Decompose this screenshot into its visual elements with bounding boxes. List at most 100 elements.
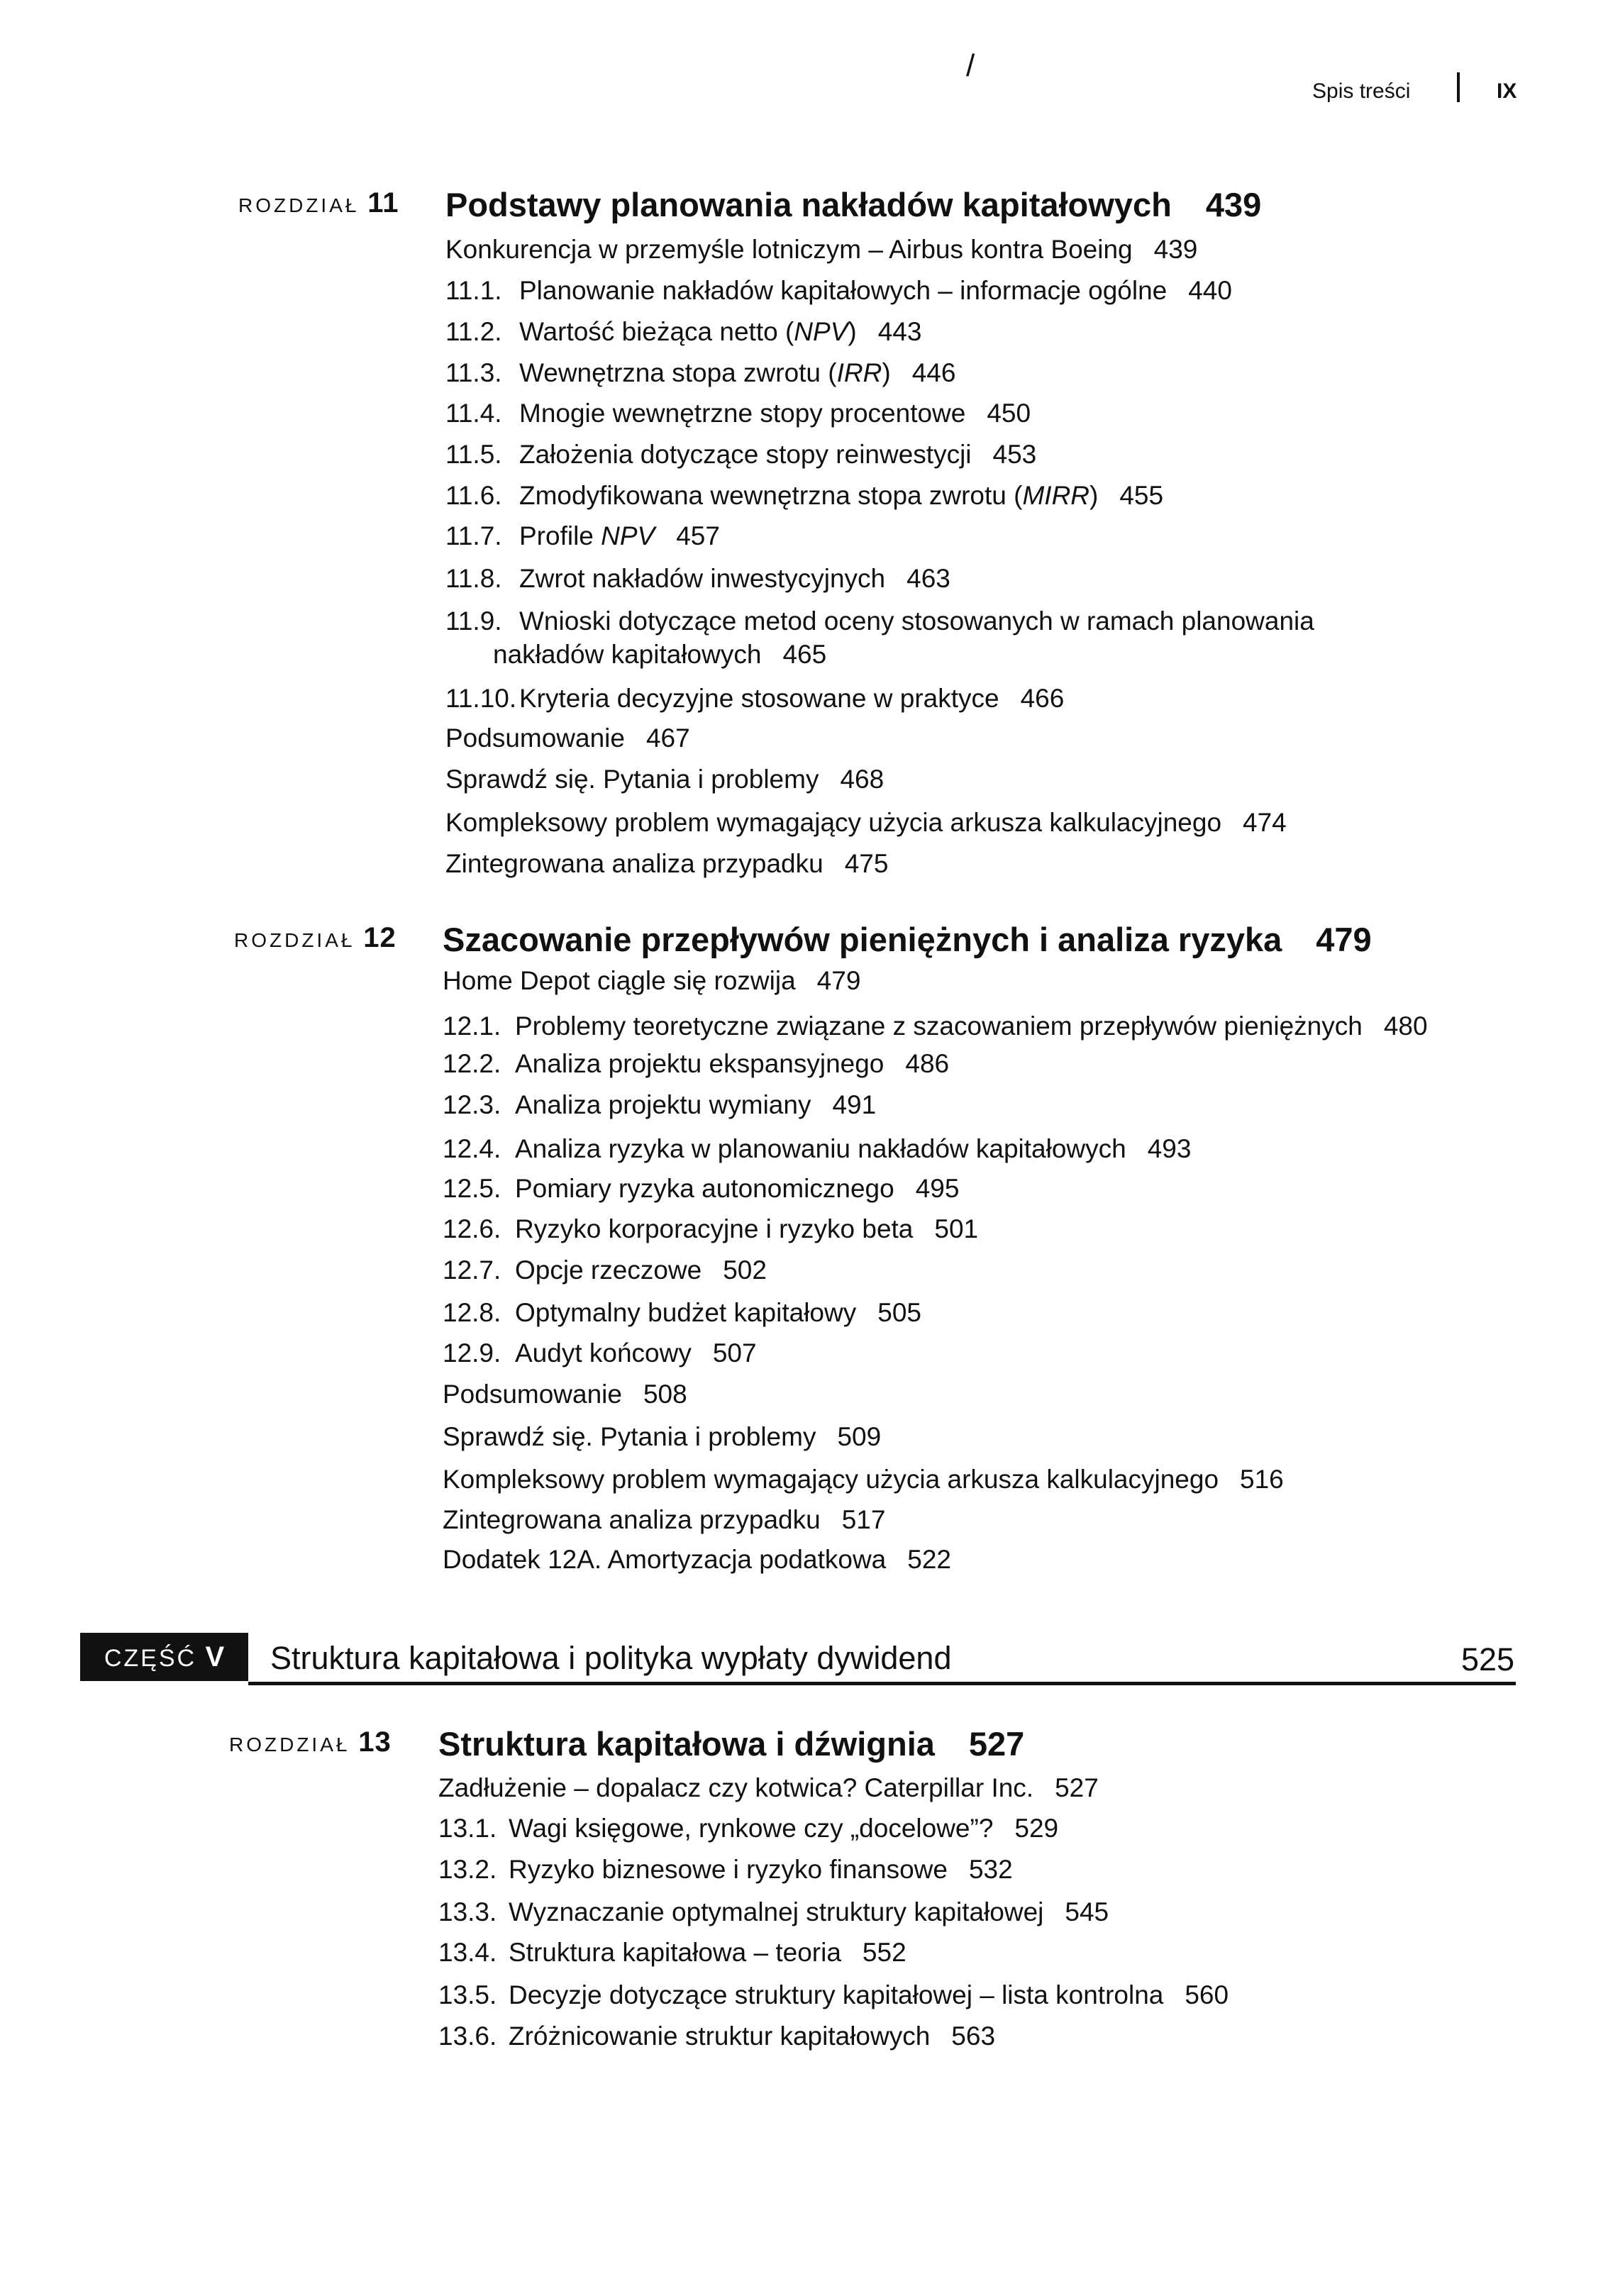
entry-text: Profile (519, 521, 601, 551)
toc-entry: 11.5. Założenia dotyczące stopy reinwesty… (445, 438, 1036, 471)
entry-text: Sprawdź się. Pytania i problemy (445, 764, 819, 794)
entry-page: 455 (1119, 480, 1164, 510)
entry-text: Struktura kapitałowa – teoria (509, 1938, 841, 1968)
page-number: IX (1497, 79, 1517, 103)
toc-entry: 11.7. Profile NPV 457 (445, 520, 720, 553)
entry-page: 495 (915, 1173, 960, 1203)
entry-text: Pomiary ryzyka autonomicznego (515, 1173, 894, 1203)
toc-entry: 12.5. Pomiary ryzyka autonomicznego 495 (443, 1172, 959, 1205)
entry-page: 457 (676, 521, 720, 551)
entry-text-after: ) (848, 316, 857, 346)
entry-number: 11.4. (445, 399, 502, 428)
entry-text: Wnioski dotyczące metod oceny stosowanyc… (519, 606, 1314, 636)
entry-page: 480 (1383, 1011, 1428, 1041)
entry-page: 545 (1065, 1897, 1109, 1926)
entry-text: Optymalny budżet kapitałowy (515, 1297, 857, 1327)
entry-text: Analiza ryzyka w planowaniu nakładów kap… (515, 1133, 1126, 1163)
entry-text: Analiza projektu ekspansyjnego (515, 1049, 885, 1079)
chapter-number: 13 (358, 1726, 392, 1758)
entry-text: Zmodyfikowana wewnętrzna stopa zwrotu ( (519, 480, 1023, 510)
toc-entry: 13.5. Decyzje dotyczące struktury kapitał… (438, 1979, 1229, 2012)
entry-text: Założenia dotyczące stopy reinwestycji (519, 439, 972, 469)
entry-page: 552 (862, 1938, 906, 1968)
entry-page: 486 (905, 1049, 950, 1079)
chapter-page: 439 (1205, 185, 1262, 223)
toc-entry: Zintegrowana analiza przypadku 475 (445, 848, 888, 880)
entry-number: 11.9. (445, 606, 502, 636)
entry-page: 516 (1240, 1464, 1284, 1494)
toc-entry: Home Depot ciągle się rozwija 479 (443, 965, 860, 997)
entry-page: 443 (877, 316, 922, 346)
toc-entry: 11.1. Planowanie nakładów kapitałowych – … (445, 274, 1232, 307)
toc-entry: Kompleksowy problem wymagający użycia ar… (445, 806, 1287, 839)
entry-page: 532 (968, 1855, 1013, 1885)
entry-text-italic: NPV (601, 521, 655, 551)
toc-entry: 13.3. Wyznaczanie optymalnej struktury ka… (438, 1896, 1109, 1929)
entry-number: 13.6. (438, 2021, 497, 2051)
chapter-number: 11 (367, 187, 399, 218)
entry-text: Ryzyko korporacyjne i ryzyko beta (515, 1214, 914, 1244)
entry-number: 13.3. (438, 1897, 497, 1926)
entry-text-italic: MIRR (1022, 480, 1090, 510)
chapter-page: 479 (1316, 921, 1372, 959)
entry-text: nakładów kapitałowych (493, 640, 762, 670)
part-label: CZĘŚĆ V (80, 1633, 248, 1681)
running-header-section: Spis treści (1312, 79, 1411, 103)
pen-mark: / (966, 48, 975, 83)
toc-entry: 12.3. Analiza projektu wymiany 491 (443, 1089, 876, 1121)
entry-page: 465 (782, 640, 827, 670)
toc-entry: 12.1. Problemy teoretyczne związane z sza… (443, 1010, 1428, 1043)
entry-text: Wewnętrzna stopa zwrotu ( (519, 357, 837, 387)
toc-entry: Sprawdź się. Pytania i problemy 468 (445, 763, 884, 796)
entry-page: 453 (992, 439, 1037, 469)
entry-page: 446 (911, 357, 956, 387)
entry-number: 12.4. (443, 1133, 501, 1163)
toc-entry: 13.2. Ryzyko biznesowe i ryzyko finansowe… (438, 1853, 1013, 1886)
toc-entry: 11.3. Wewnętrzna stopa zwrotu (IRR) 446 (445, 357, 955, 389)
part-rule (248, 1682, 1516, 1685)
entry-text: Planowanie nakładów kapitałowych – infor… (519, 276, 1168, 306)
entry-text: Zróżnicowanie struktur kapitałowych (509, 2021, 931, 2051)
toc-entry: Zadłużenie – dopalacz czy kotwica? Cater… (438, 1772, 1099, 1804)
entry-page: 450 (987, 399, 1031, 428)
entry-number: 11.8. (445, 564, 502, 594)
entry-page: 560 (1185, 1980, 1229, 2010)
entry-text: Decyzje dotyczące struktury kapitałowej … (509, 1980, 1164, 2010)
entry-number: 12.9. (443, 1338, 501, 1368)
entry-page: 440 (1188, 276, 1232, 306)
entry-text: Sprawdź się. Pytania i problemy (443, 1421, 816, 1451)
chapter-label-text: ROZDZIAŁ (229, 1733, 350, 1756)
toc-entry: 11.4. Mnogie wewnętrzne stopy procentowe 4… (445, 397, 1031, 430)
entry-text: Analiza projektu wymiany (515, 1090, 811, 1120)
entry-number: 12.7. (443, 1255, 501, 1285)
toc-entry: 12.7. Opcje rzeczowe 502 (443, 1254, 767, 1287)
entry-text-after: ) (1089, 480, 1099, 510)
entry-text: Konkurencja w przemyśle lotniczym – Airb… (445, 235, 1133, 265)
entry-page: 509 (837, 1421, 882, 1451)
entry-page: 493 (1147, 1133, 1192, 1163)
entry-page: 505 (877, 1297, 921, 1327)
entry-text: Wyznaczanie optymalnej struktury kapitał… (509, 1897, 1044, 1926)
entry-number: 11.3. (445, 357, 502, 387)
chapter-title-text: Struktura kapitałowa i dźwignia (438, 1724, 935, 1763)
entry-number: 12.8. (443, 1297, 501, 1327)
toc-entry: Konkurencja w przemyśle lotniczym – Airb… (445, 233, 1197, 266)
entry-number: 11.1. (445, 276, 502, 306)
toc-entry: Podsumowanie 467 (445, 722, 690, 755)
entry-text: Zintegrowana analiza przypadku (443, 1505, 821, 1535)
entry-page: 501 (934, 1214, 979, 1244)
chapter-title: Podstawy planowania nakładów kapitałowyc… (445, 184, 1261, 226)
toc-entry: 12.8. Optymalny budżet kapitałowy 505 (443, 1297, 921, 1329)
entry-page: 463 (906, 564, 950, 594)
part-label-text: CZĘŚĆ (104, 1645, 197, 1672)
entry-text: Kryteria decyzyjne stosowane w praktyce (519, 684, 999, 714)
entry-number: 12.2. (443, 1049, 501, 1079)
toc-entry: 12.6. Ryzyko korporacyjne i ryzyko beta 50… (443, 1213, 978, 1246)
toc-entry: 11.9. Wnioski dotyczące metod oceny stoso… (445, 605, 1314, 638)
chapter-number: 12 (363, 922, 397, 954)
toc-entry: 11.2. Wartość bieżąca netto (NPV) 443 (445, 316, 921, 348)
entry-page: 439 (1153, 235, 1198, 265)
entry-text: Wagi księgowe, rynkowe czy „docelowe”? (509, 1814, 994, 1843)
chapter-title-text: Szacowanie przepływów pieniężnych i anal… (443, 921, 1282, 959)
entry-page: 479 (816, 965, 861, 995)
